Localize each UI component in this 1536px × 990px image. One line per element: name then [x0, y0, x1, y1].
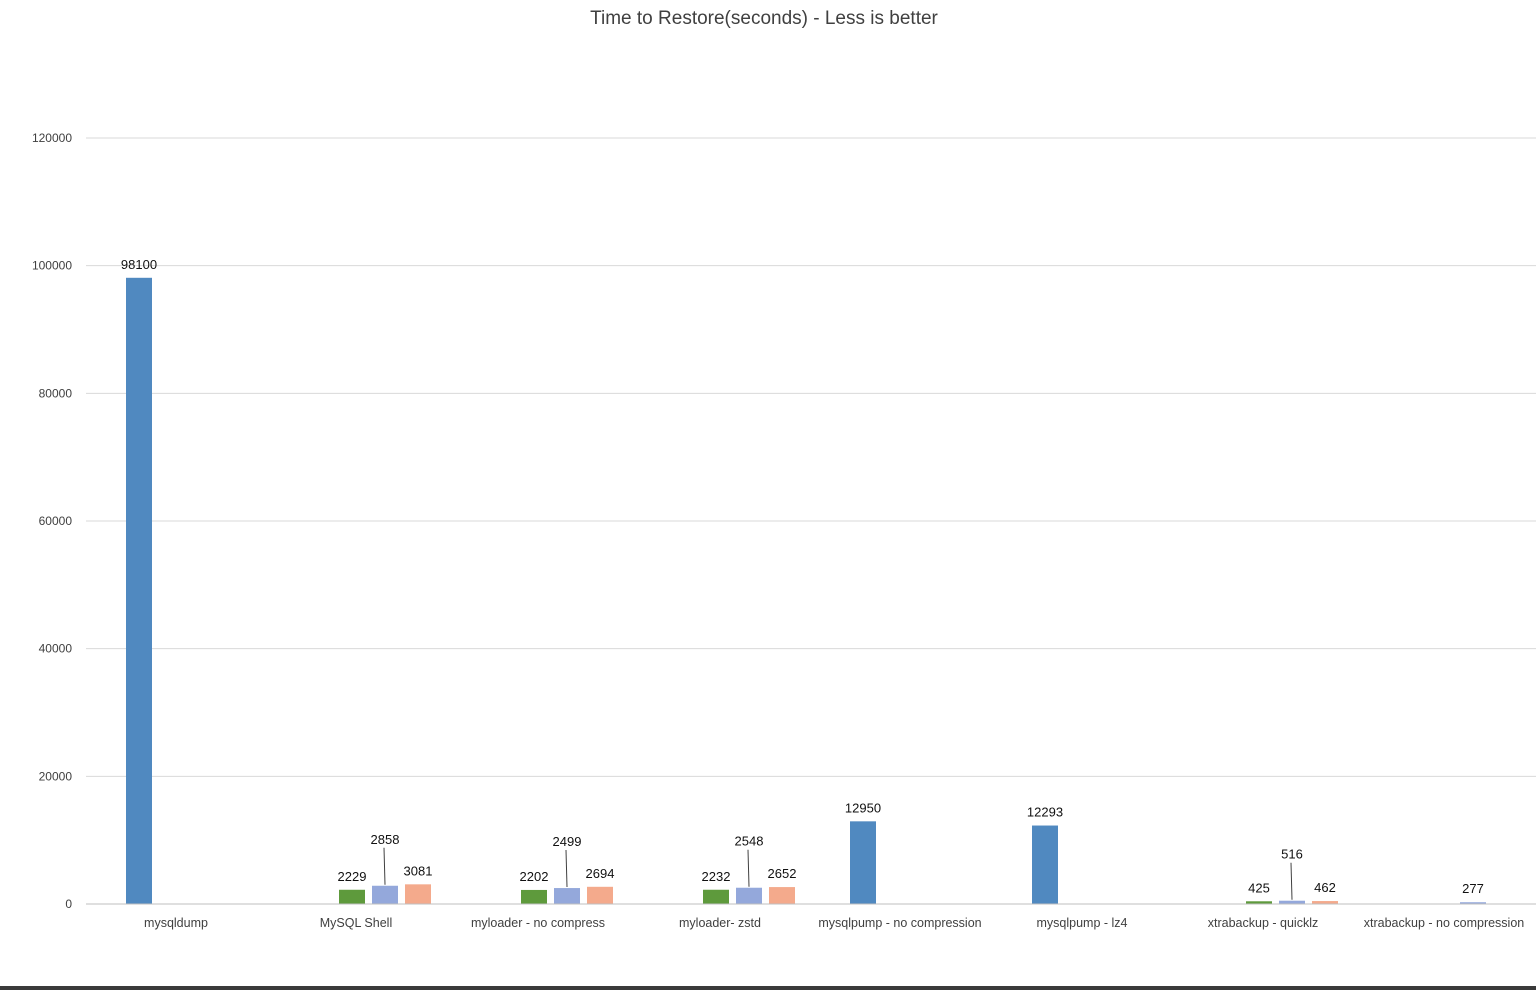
bar	[769, 887, 795, 904]
x-category-label: xtrabackup - quicklz	[1208, 916, 1318, 930]
x-category-label: mysqldump	[144, 916, 208, 930]
data-labels: 98100 2229 2858 3081 2202 2499 2694 2232 2548 265…	[121, 257, 1484, 900]
x-category-label: mysqlpump - no compression	[818, 916, 981, 930]
y-tick-label: 100000	[32, 259, 72, 273]
x-axis-categories: mysqldump MySQL Shell myloader - no compre…	[144, 916, 1524, 930]
bar	[339, 889, 365, 904]
data-label-leader	[565, 850, 568, 888]
bar	[521, 889, 547, 904]
x-category-label: myloader - no compress	[471, 916, 605, 930]
bar	[1246, 901, 1272, 904]
data-label: 2229	[338, 869, 367, 884]
y-tick-label: 60000	[39, 514, 73, 528]
bar	[736, 887, 762, 904]
y-tick-label: 20000	[39, 769, 73, 783]
data-label: 425	[1248, 880, 1270, 895]
data-label: 12950	[845, 800, 881, 815]
y-tick-label: 120000	[32, 131, 72, 145]
bar	[1279, 900, 1305, 904]
data-label: 2499	[553, 834, 582, 849]
data-label: 98100	[121, 257, 157, 272]
y-tick-label: 40000	[39, 642, 73, 656]
bar	[1032, 825, 1058, 904]
data-label: 2202	[520, 869, 549, 884]
data-label-leader	[1290, 862, 1293, 900]
gridlines	[86, 137, 1536, 777]
data-label: 462	[1314, 880, 1336, 895]
bar	[554, 888, 580, 904]
bar	[850, 821, 876, 904]
data-label: 516	[1281, 847, 1303, 862]
data-label: 2694	[586, 866, 615, 881]
y-axis-ticks: 0 20000 40000 60000 80000 100000 120000	[32, 131, 72, 911]
y-tick-label: 0	[65, 897, 72, 911]
x-category-label: xtrabackup - no compression	[1364, 916, 1525, 930]
data-label: 2548	[735, 834, 764, 849]
data-label: 12293	[1027, 805, 1063, 820]
x-category-label: mysqlpump - lz4	[1037, 916, 1128, 930]
bar	[1312, 901, 1338, 904]
data-label: 2652	[768, 866, 797, 881]
bar	[405, 884, 431, 904]
chart-title: Time to Restore(seconds) - Less is bette…	[590, 8, 938, 29]
x-category-label: myloader- zstd	[679, 916, 761, 930]
data-label-leader	[383, 847, 386, 885]
data-label: 2232	[702, 869, 731, 884]
window-bottom-edge	[0, 986, 1536, 990]
bar	[126, 277, 152, 904]
data-label: 3081	[404, 863, 433, 878]
data-label: 277	[1462, 881, 1484, 896]
bar	[1460, 902, 1486, 904]
y-tick-label: 80000	[39, 386, 73, 400]
bars	[126, 277, 1486, 904]
data-label: 2858	[371, 832, 400, 847]
x-category-label: MySQL Shell	[320, 916, 392, 930]
bar	[703, 889, 729, 904]
data-label-leader	[747, 849, 750, 887]
bar	[372, 885, 398, 904]
bar	[587, 886, 613, 904]
